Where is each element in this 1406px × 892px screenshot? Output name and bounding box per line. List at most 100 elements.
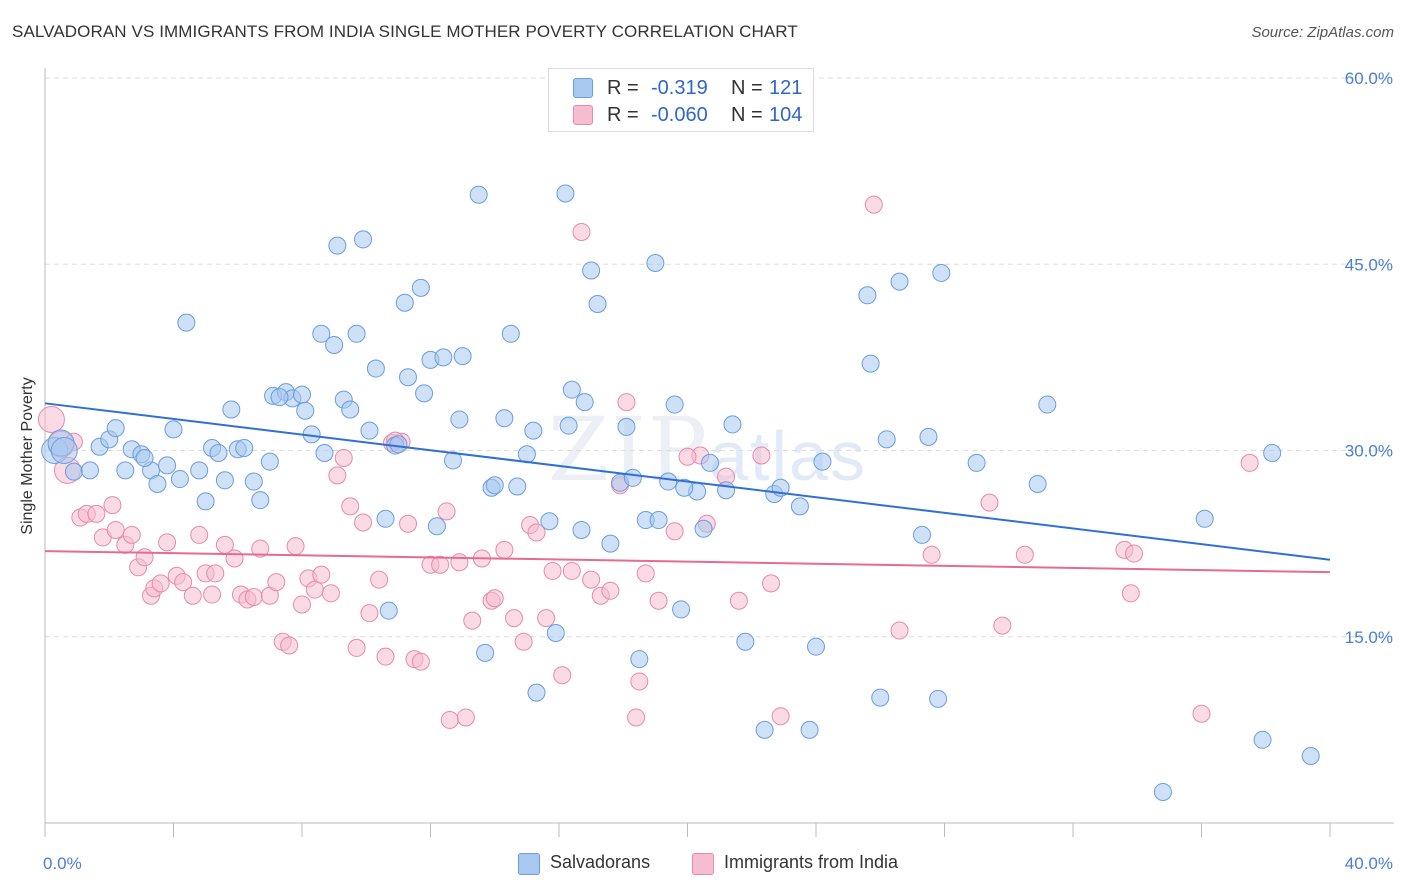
india-point <box>360 604 379 623</box>
india-point <box>890 621 909 640</box>
salvadoran-point <box>700 453 719 472</box>
salvadoran-point <box>967 453 986 472</box>
legend-swatch-blue <box>573 78 593 98</box>
salvadoran-point <box>235 439 254 458</box>
legend-r-label: R = <box>607 77 639 99</box>
india-point <box>450 553 469 572</box>
india-point <box>582 570 601 589</box>
india-point <box>103 496 122 515</box>
salvadoran-point <box>177 313 196 332</box>
salvadoran-point <box>562 380 581 399</box>
x-tick-label: 0.0% <box>43 854 82 873</box>
legend-swatch-pink <box>573 105 593 125</box>
salvadoran-point <box>646 254 665 273</box>
salvadoran-point <box>215 471 234 490</box>
salvadoran-point <box>675 478 694 497</box>
legend-n-label: N = <box>731 104 763 126</box>
salvadoran-point <box>270 388 289 407</box>
salvadoran-point <box>209 443 228 462</box>
salvadoran-point <box>871 688 890 707</box>
source-credit: Source: ZipAtlas.com <box>1251 24 1394 41</box>
salvadoran-point <box>672 600 691 619</box>
india-point <box>527 523 546 542</box>
india-point <box>630 672 649 691</box>
salvadoran-point <box>813 452 832 471</box>
salvadoran-point <box>399 368 418 387</box>
india-point <box>203 585 222 604</box>
salvadoran-point <box>524 421 543 440</box>
india-point <box>537 609 556 628</box>
salvadoran-point <box>296 401 315 420</box>
salvadoran-point <box>1195 509 1214 528</box>
india-point <box>922 545 941 564</box>
india-point <box>151 574 170 593</box>
india-point <box>183 586 202 605</box>
salvadoran-point <box>260 452 279 471</box>
salvadoran-point <box>913 525 932 544</box>
india-points <box>37 195 1259 729</box>
salvadoran-point <box>649 511 668 530</box>
salvadoran-point <box>251 491 270 510</box>
salvadoran-point <box>723 415 742 434</box>
india-point <box>321 584 340 603</box>
salvadoran-point <box>434 348 453 367</box>
india-point <box>980 493 999 512</box>
salvadoran-point <box>135 448 154 467</box>
salvadoran-point <box>244 472 263 491</box>
salvadoran-point <box>1153 782 1172 801</box>
salvadoran-point <box>443 451 462 470</box>
india-point <box>87 504 106 523</box>
grid-lines <box>45 77 1394 638</box>
salvadoran-point <box>861 354 880 373</box>
salvadoran-point <box>1301 746 1320 765</box>
trend-lines <box>44 402 1331 574</box>
india-point <box>771 707 790 726</box>
india-point <box>543 561 562 580</box>
salvadoran-point <box>858 286 877 305</box>
tick-labels: 15.0% 30.0% 45.0% 60.0% 0.0% 40.0% <box>43 69 1393 873</box>
salvadoran-trend-line <box>44 402 1331 561</box>
salvadoran-point <box>1253 730 1272 749</box>
y-tick-label: 45.0% <box>1345 255 1393 274</box>
india-point <box>206 564 225 583</box>
india-point <box>456 708 475 727</box>
legend-r-value: -0.319 <box>651 77 708 99</box>
salvadoran-point <box>450 410 469 429</box>
india-point <box>437 502 456 521</box>
salvadoran-point <box>50 437 78 464</box>
india-point <box>553 666 572 685</box>
salvadoran-point <box>694 519 713 538</box>
y-tick-label: 30.0% <box>1345 442 1393 461</box>
salvadoran-point <box>1038 395 1057 414</box>
salvadoran-point <box>572 520 591 539</box>
salvadoran-point <box>932 263 951 282</box>
india-point <box>463 611 482 630</box>
india-point <box>341 497 360 516</box>
salvadoran-point <box>312 324 331 343</box>
salvadoran-point <box>427 517 446 536</box>
salvadoran-point <box>415 384 434 403</box>
salvadoran-point <box>389 435 408 454</box>
salvadoran-point <box>116 461 135 480</box>
india-point <box>678 447 697 466</box>
salvadoran-point <box>546 624 565 643</box>
india-point <box>752 446 771 465</box>
india-point <box>37 405 65 433</box>
india-point <box>174 573 193 592</box>
india-point <box>251 539 270 558</box>
india-point <box>514 632 533 651</box>
salvadoran-point <box>64 462 83 481</box>
india-point <box>495 540 514 559</box>
salvadoran-point <box>495 409 514 428</box>
india-point <box>122 525 141 544</box>
correlation-legend: R = -0.319 N = 121 R = -0.060 N = 104 <box>548 68 814 132</box>
bottom-legend-swatch-pink <box>692 853 714 875</box>
bottom-legend-swatch-blue <box>518 853 540 875</box>
salvadoran-point <box>379 601 398 620</box>
salvadoran-point <box>877 430 896 449</box>
salvadoran-point <box>601 534 620 553</box>
salvadoran-point <box>196 492 215 511</box>
salvadoran-point <box>527 683 546 702</box>
india-point <box>627 708 646 727</box>
